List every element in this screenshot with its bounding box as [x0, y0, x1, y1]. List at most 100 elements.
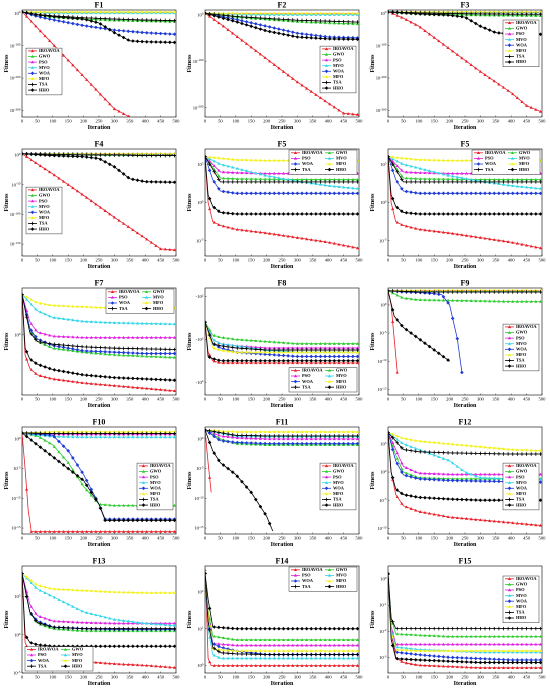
series-point [337, 180, 341, 184]
series-point [57, 625, 61, 630]
series-point [117, 109, 121, 113]
series-point [525, 522, 529, 526]
series-point [217, 358, 221, 363]
series-point [226, 225, 230, 229]
series-point [409, 297, 413, 301]
series-point [414, 170, 418, 174]
series-point [305, 664, 309, 667]
series-point [506, 183, 510, 187]
series-point [414, 649, 418, 652]
series-point [103, 626, 107, 631]
series-point [309, 348, 314, 352]
series-point [29, 612, 34, 616]
series-point [38, 13, 43, 17]
series-point [427, 664, 432, 667]
series-point [277, 177, 281, 181]
series-point [75, 304, 80, 308]
series-point [263, 638, 267, 641]
series-point [80, 192, 84, 196]
series-point [538, 186, 542, 190]
series-point [323, 350, 327, 354]
series-point [323, 437, 327, 441]
series-point [300, 664, 304, 667]
series-point [506, 240, 510, 243]
series-point [207, 162, 212, 167]
series-point [52, 10, 56, 14]
legend-label: IROAVOA [38, 647, 59, 652]
y-tick-label: 10-5 [379, 330, 387, 336]
series-point [168, 388, 172, 392]
series-point [286, 649, 290, 653]
series-point [492, 642, 496, 646]
series-point [323, 19, 327, 23]
series-point [323, 638, 327, 641]
series-point [529, 634, 533, 638]
legend-marker [507, 353, 512, 357]
legend-entry: MFO [142, 300, 164, 305]
series-point [43, 365, 47, 369]
legend-entry: MVO [505, 341, 527, 346]
chart-title: F5 [278, 140, 287, 149]
series-point [309, 656, 313, 660]
series-point [488, 642, 492, 646]
series-point [520, 642, 524, 646]
series-point [501, 85, 506, 89]
series-point [22, 151, 24, 156]
chart-title: F9 [461, 279, 470, 288]
series-point [85, 195, 89, 199]
legend-label: PSO [516, 587, 525, 592]
series-point [418, 510, 422, 513]
series-point [351, 350, 355, 354]
series-point [107, 346, 112, 350]
series-point [538, 246, 542, 250]
series-point [346, 643, 350, 647]
series-point [460, 290, 464, 294]
series-point [48, 314, 52, 318]
legend-marker [141, 469, 146, 473]
series-point [230, 358, 235, 363]
series-point [226, 343, 230, 346]
series-point [281, 350, 286, 354]
series-point [515, 658, 520, 662]
legend-entry: PSO [27, 652, 47, 657]
series-point [131, 17, 135, 22]
series-point [390, 289, 395, 293]
legend-entry: MVO [142, 295, 164, 300]
series-point [149, 18, 154, 22]
series-point [478, 445, 482, 448]
series-point [300, 638, 304, 641]
series-point [154, 530, 158, 533]
series-point [267, 626, 272, 631]
series-point [395, 164, 399, 168]
series-point [318, 643, 323, 647]
series-point [61, 378, 66, 382]
series-point [94, 87, 98, 91]
series-point [525, 634, 529, 638]
series-point [460, 180, 464, 184]
series-point [244, 11, 249, 15]
legend-label: HHO [336, 167, 347, 172]
series-point [38, 301, 43, 305]
series-point [244, 228, 249, 232]
series-point [38, 615, 43, 618]
series-point [451, 158, 455, 162]
series-point [249, 11, 253, 15]
series-point [346, 346, 350, 350]
series-point [423, 171, 427, 175]
series-point [66, 602, 70, 606]
series-point [281, 361, 286, 365]
series-point [131, 621, 135, 625]
series-point [258, 172, 263, 176]
series-point [341, 441, 346, 446]
series-point [309, 177, 313, 181]
y-tick-label: 105 [197, 161, 204, 167]
series-point [94, 202, 98, 206]
series-point [351, 180, 355, 184]
series-point [221, 156, 226, 160]
series-point [240, 664, 244, 667]
legend-label: WOA [38, 658, 50, 663]
series-point [300, 361, 304, 365]
series-point [154, 347, 158, 351]
series-point [455, 52, 459, 56]
